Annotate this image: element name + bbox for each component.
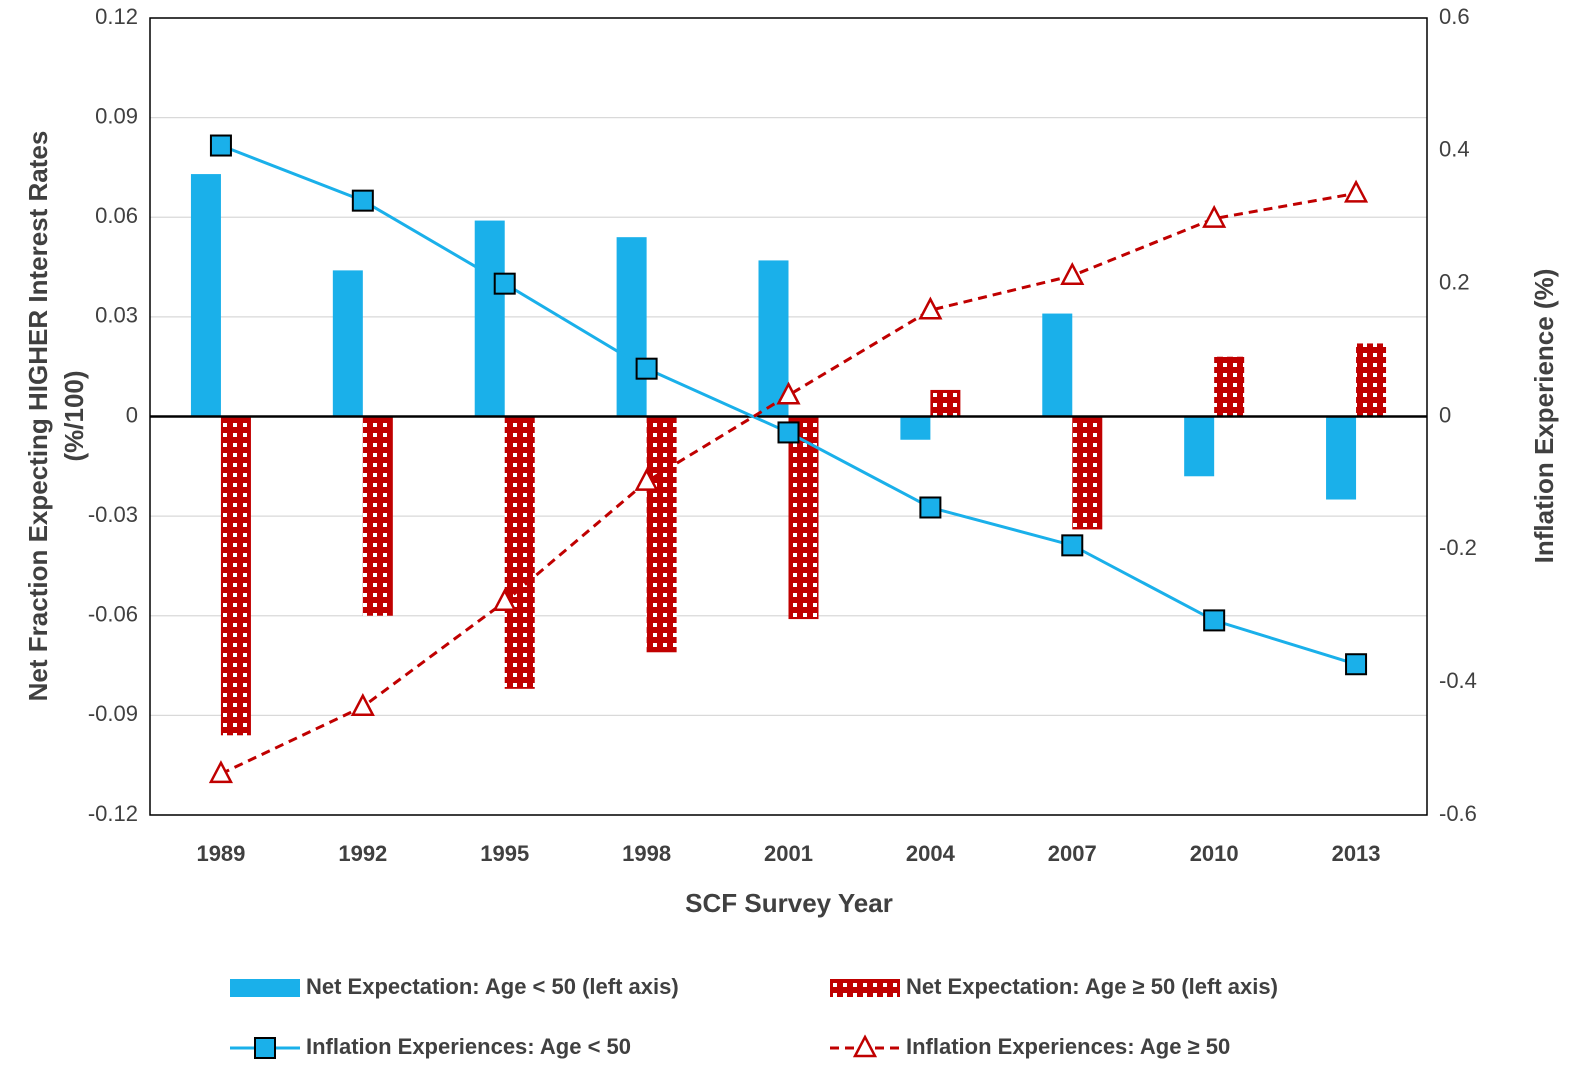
bar: [616, 237, 647, 417]
bar: [1356, 343, 1387, 417]
bar: [930, 389, 961, 417]
x-tick-label: 1998: [622, 841, 671, 866]
y2-tick-label: 0.2: [1439, 269, 1470, 294]
legend-marker: [254, 1037, 276, 1059]
legend-label: Inflation Experiences: Age ≥ 50: [906, 1034, 1230, 1059]
marker: [350, 693, 375, 716]
bar: [220, 416, 251, 736]
marker: [351, 189, 374, 212]
y-tick-label: 0.09: [95, 103, 138, 128]
marker: [1203, 609, 1226, 632]
y-tick-label: -0.03: [88, 502, 138, 527]
y-tick-label: -0.06: [88, 602, 138, 627]
y-axis-title: Net Fraction Expecting HIGHER Interest R…: [23, 131, 53, 702]
marker: [1060, 262, 1085, 285]
y2-tick-label: 0.4: [1439, 137, 1470, 162]
x-tick-label: 1992: [338, 841, 387, 866]
marker: [1343, 179, 1369, 203]
marker: [635, 357, 658, 380]
marker: [776, 381, 801, 405]
marker: [493, 272, 516, 295]
y2-tick-label: 0.6: [1439, 4, 1470, 29]
x-tick-label: 2010: [1190, 841, 1239, 866]
marker: [208, 760, 234, 784]
marker: [919, 496, 942, 519]
y-tick-label: -0.12: [88, 801, 138, 826]
y-tick-label: 0.12: [95, 4, 138, 29]
bar: [332, 270, 363, 417]
bar: [646, 416, 677, 653]
marker: [777, 421, 800, 444]
marker: [918, 296, 943, 320]
y2-axis-title: Inflation Experience (%): [1529, 269, 1559, 564]
y2-tick-label: 0: [1439, 402, 1451, 427]
legend-swatch: [830, 979, 900, 997]
marker: [492, 588, 517, 612]
legend-label: Inflation Experiences: Age < 50: [306, 1034, 631, 1059]
y-tick-label: -0.09: [88, 701, 138, 726]
x-tick-label: 2013: [1332, 841, 1381, 866]
x-tick-label: 2007: [1048, 841, 1097, 866]
y2-tick-label: -0.2: [1439, 535, 1477, 560]
bar: [758, 260, 789, 417]
marker: [1345, 653, 1368, 676]
bar: [1072, 416, 1103, 530]
bar: [474, 220, 505, 417]
bar: [190, 174, 221, 417]
marker: [209, 134, 232, 157]
bar: [362, 416, 393, 616]
x-tick-label: 2004: [906, 841, 956, 866]
y2-tick-label: -0.6: [1439, 801, 1477, 826]
bar: [788, 416, 819, 620]
bar: [504, 416, 535, 689]
y-tick-label: 0: [126, 402, 138, 427]
line: [220, 191, 1357, 776]
legend-label: Net Expectation: Age ≥ 50 (left axis): [906, 974, 1278, 999]
y-axis-title: (%/100): [59, 370, 89, 461]
bar: [1042, 313, 1073, 417]
y-tick-label: 0.06: [95, 203, 138, 228]
y-tick-label: 0.03: [95, 303, 138, 328]
marker: [634, 467, 659, 491]
marker: [1061, 534, 1084, 557]
marker: [1202, 204, 1227, 228]
x-tick-label: 1989: [196, 841, 245, 866]
bar: [1214, 356, 1245, 417]
legend-marker: [852, 1034, 878, 1058]
bar: [1326, 416, 1357, 500]
y2-tick-label: -0.4: [1439, 668, 1477, 693]
bar: [1184, 416, 1215, 477]
bar: [900, 416, 931, 440]
x-tick-label: 1995: [480, 841, 529, 866]
x-tick-label: 2001: [764, 841, 813, 866]
legend-label: Net Expectation: Age < 50 (left axis): [306, 974, 679, 999]
x-axis-title: SCF Survey Year: [685, 888, 893, 918]
legend-swatch: [230, 979, 300, 997]
